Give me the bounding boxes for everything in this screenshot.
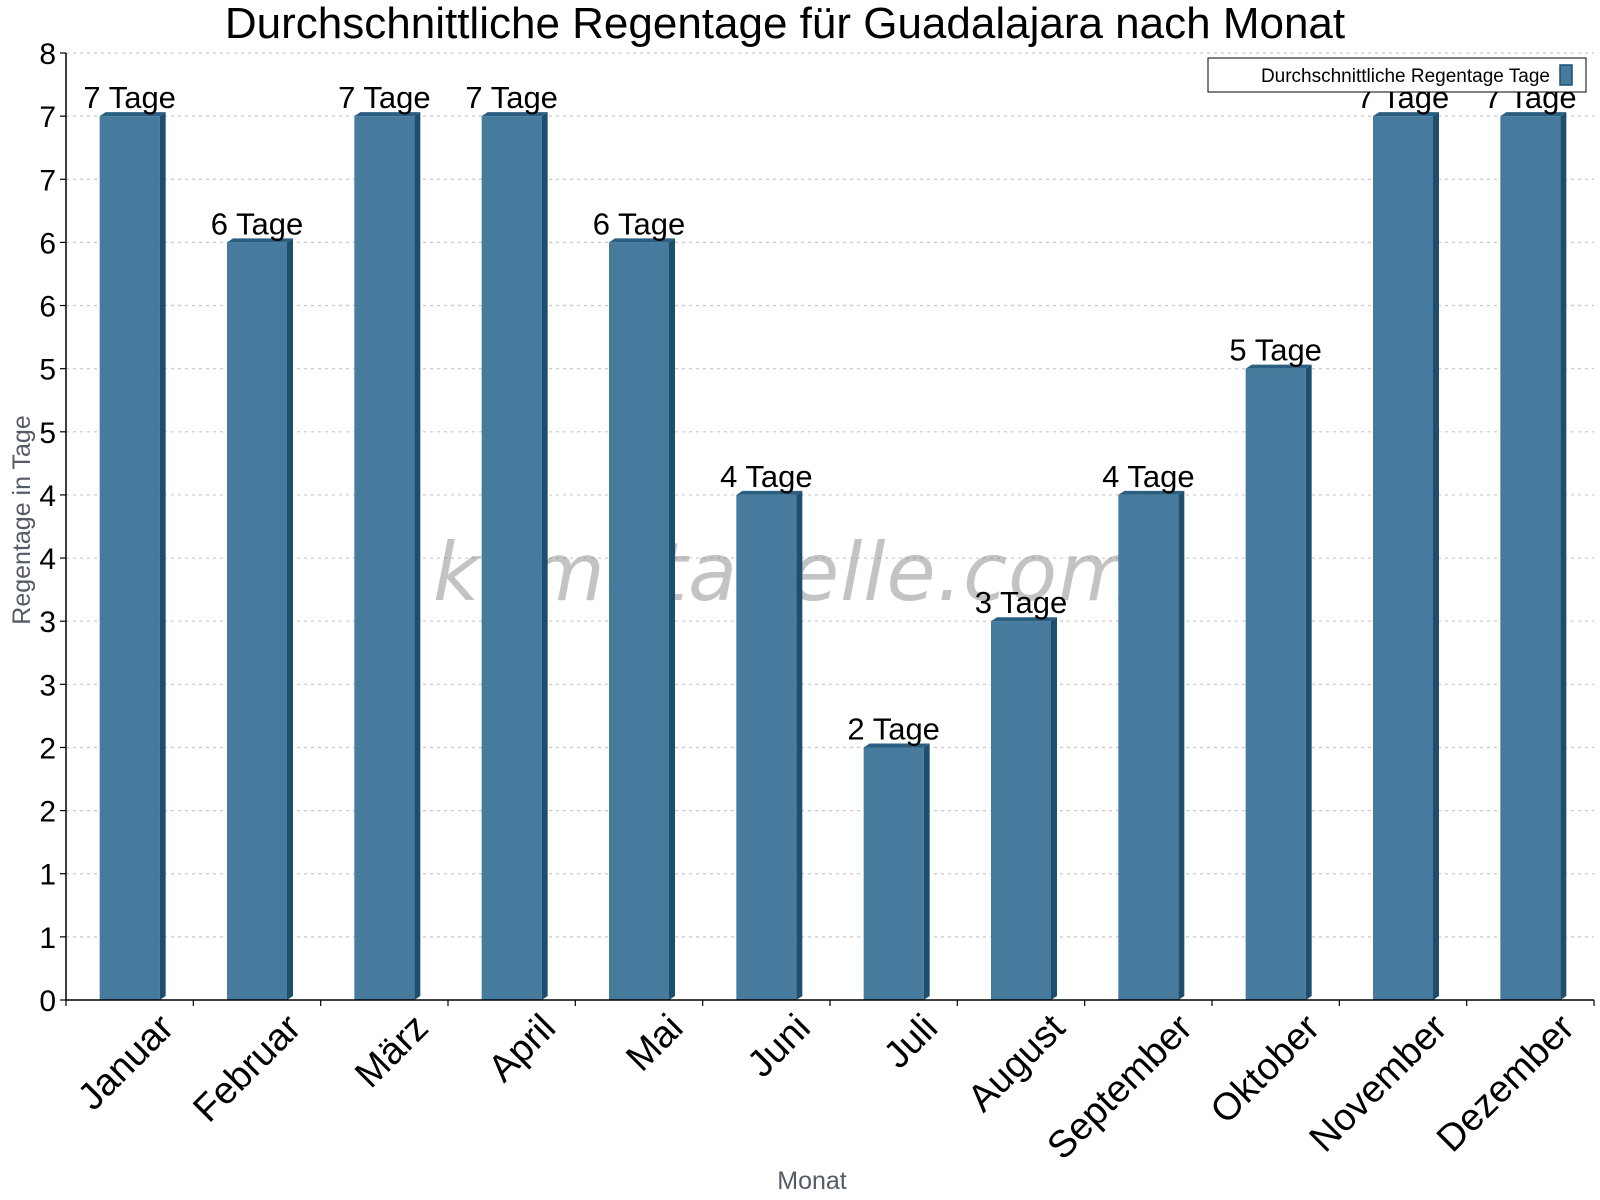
bar-front bbox=[1245, 368, 1306, 1001]
x-axis-ticks: Januar Februar März April Mai Juni Juli AugustS… bbox=[65, 1000, 1595, 1168]
bar-top bbox=[1373, 112, 1439, 117]
y-tick-label: 6 bbox=[39, 227, 56, 260]
data-label: 7 Tage bbox=[83, 80, 176, 115]
bar-side bbox=[923, 743, 930, 1000]
bar bbox=[1245, 364, 1312, 1001]
legend: Durchschnittliche Regentage Tage bbox=[1207, 57, 1587, 93]
bar bbox=[354, 112, 421, 1001]
legend-label: Durchschnittliche Regentage Tage bbox=[1261, 66, 1550, 87]
bar-side bbox=[1305, 364, 1312, 1001]
bar-side bbox=[287, 238, 293, 1000]
bar-top bbox=[1245, 364, 1312, 369]
x-tick-label: Juni bbox=[740, 1007, 819, 1086]
y-tick-label: 2 bbox=[39, 796, 56, 829]
bar bbox=[609, 238, 675, 1000]
bar bbox=[1118, 490, 1185, 1000]
bar-side bbox=[541, 112, 548, 1001]
x-tick-label: März bbox=[347, 1007, 436, 1096]
x-tick-label: Mai bbox=[618, 1007, 691, 1080]
bar-front bbox=[99, 116, 160, 1001]
bar-top bbox=[863, 743, 930, 748]
y-tick-label: 1 bbox=[39, 922, 56, 955]
bar-front bbox=[481, 116, 542, 1001]
bar bbox=[863, 743, 930, 1000]
bar-front bbox=[609, 242, 669, 1000]
bar-top bbox=[354, 112, 421, 117]
data-label: 4 Tage bbox=[720, 459, 813, 494]
x-tick-label: Oktober bbox=[1203, 1006, 1329, 1132]
data-label: 6 Tage bbox=[211, 206, 304, 241]
y-tick-label: 2 bbox=[39, 732, 56, 765]
bar bbox=[736, 490, 803, 1000]
bar-side bbox=[669, 238, 675, 1000]
y-tick-label: 1 bbox=[39, 859, 56, 892]
bar-side bbox=[159, 112, 166, 1001]
bar-front bbox=[1118, 494, 1179, 1000]
y-tick-label: 6 bbox=[39, 291, 56, 324]
y-tick-label: 4 bbox=[39, 480, 56, 513]
bar bbox=[1500, 112, 1567, 1001]
y-axis-ticks: 0 1 1 2 2 3 3 4 4 5 5 6 6 7 7 8 bbox=[39, 38, 66, 1018]
y-tick-label: 3 bbox=[39, 606, 56, 639]
bar-front bbox=[991, 621, 1051, 1000]
y-tick-label: 0 bbox=[39, 985, 56, 1018]
y-tick-label: 4 bbox=[39, 543, 56, 576]
bar-top bbox=[1118, 490, 1185, 495]
bar-front bbox=[227, 242, 287, 1000]
x-tick-label: Januar bbox=[70, 1006, 182, 1118]
y-tick-label: 7 bbox=[39, 164, 56, 197]
bar-side bbox=[1560, 112, 1567, 1001]
bar-side bbox=[414, 112, 421, 1001]
bar-front bbox=[863, 747, 924, 1000]
x-tick-label: Juli bbox=[876, 1007, 946, 1077]
bar-front bbox=[736, 494, 797, 1000]
bar bbox=[481, 112, 548, 1001]
bar-side bbox=[796, 490, 803, 1000]
bar-top bbox=[609, 238, 675, 243]
bar-front bbox=[1500, 116, 1561, 1001]
bar bbox=[99, 112, 166, 1001]
bar-top bbox=[1500, 112, 1567, 117]
legend-box bbox=[1207, 57, 1587, 93]
bar-top bbox=[227, 238, 293, 243]
y-tick-label: 3 bbox=[39, 669, 56, 702]
x-axis-title: Monat bbox=[777, 1167, 847, 1195]
y-axis-title: Regentage in Tage bbox=[8, 415, 36, 624]
data-label: 7 Tage bbox=[338, 80, 431, 115]
bar bbox=[227, 238, 293, 1000]
data-labels: 7 Tage 6 Tage 7 Tage 7 Tage 6 Tage 4 Tage 2 Ta… bbox=[83, 80, 1576, 746]
bar-top bbox=[736, 490, 803, 495]
bar-top bbox=[99, 112, 166, 117]
bar-top bbox=[481, 112, 548, 117]
x-tick-label: Dezember bbox=[1429, 1006, 1583, 1160]
bars bbox=[99, 112, 1567, 1001]
data-label: 5 Tage bbox=[1229, 333, 1322, 368]
data-label: 7 Tage bbox=[465, 80, 558, 115]
x-tick-label: Februar bbox=[186, 1006, 310, 1130]
data-label: 3 Tage bbox=[975, 585, 1068, 620]
data-label: 4 Tage bbox=[1102, 459, 1195, 494]
x-tick-label: August bbox=[960, 1006, 1074, 1120]
bar bbox=[991, 617, 1057, 1000]
bar-front bbox=[1373, 116, 1433, 1001]
bar-side bbox=[1178, 490, 1185, 1000]
bar-side bbox=[1433, 112, 1439, 1001]
y-tick-label: 7 bbox=[39, 101, 56, 134]
y-tick-label: 5 bbox=[39, 354, 56, 387]
x-tick-label: November bbox=[1302, 1006, 1456, 1160]
y-tick-label: 8 bbox=[39, 38, 56, 71]
data-label: 6 Tage bbox=[593, 206, 686, 241]
data-label: 2 Tage bbox=[847, 711, 940, 746]
bar-top bbox=[991, 617, 1057, 622]
bar-side bbox=[1051, 617, 1057, 1000]
x-tick-label: April bbox=[481, 1007, 564, 1090]
gridlines bbox=[66, 52, 1594, 938]
legend-swatch bbox=[1559, 64, 1573, 86]
bar bbox=[1373, 112, 1439, 1001]
bar-front bbox=[354, 116, 415, 1001]
y-tick-label: 5 bbox=[39, 417, 56, 450]
chart-title: Durchschnittliche Regentage für Guadalaj… bbox=[225, 0, 1345, 48]
